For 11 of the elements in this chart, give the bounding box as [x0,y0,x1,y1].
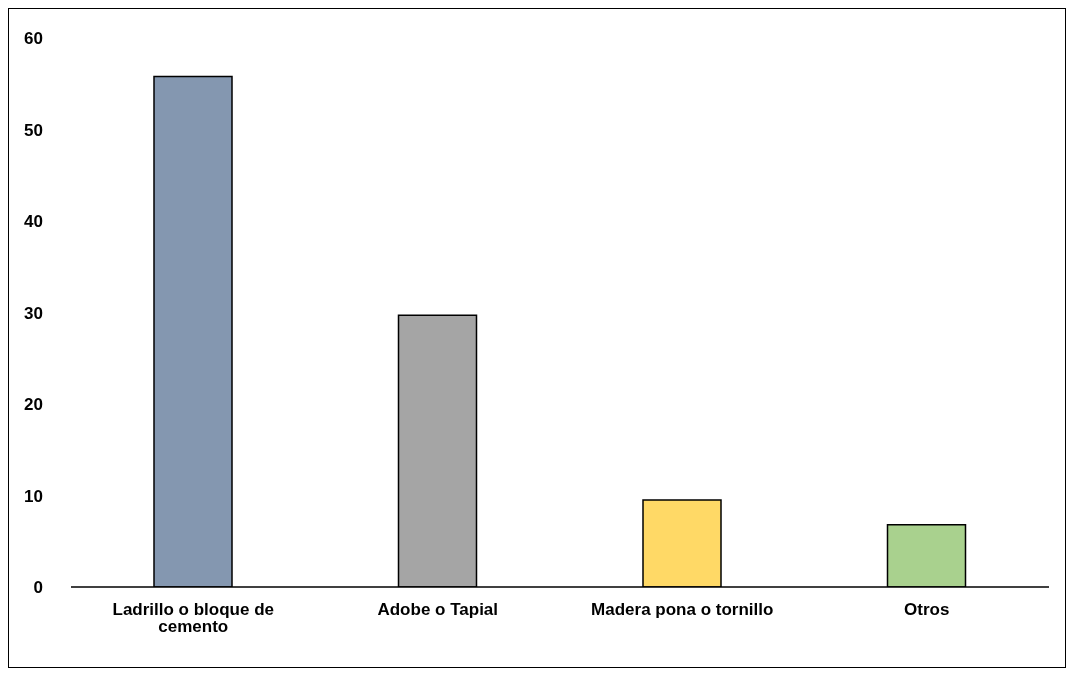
x-tick-label: Otros [904,600,950,620]
y-tick-label: 40 [24,212,43,232]
y-tick-label: 20 [24,395,43,415]
y-tick-label: 10 [24,486,43,506]
y-tick-label: 60 [24,29,43,49]
y-tick-label: 30 [24,303,43,323]
y-tick-label: 50 [24,120,43,140]
x-tick-label: Ladrillo o bloque de cemento [112,600,274,637]
y-tick-label: 0 [33,578,43,598]
x-tick-label: Madera pona o tornillo [591,600,774,620]
x-tick-label: Adobe o Tapial [377,600,499,620]
